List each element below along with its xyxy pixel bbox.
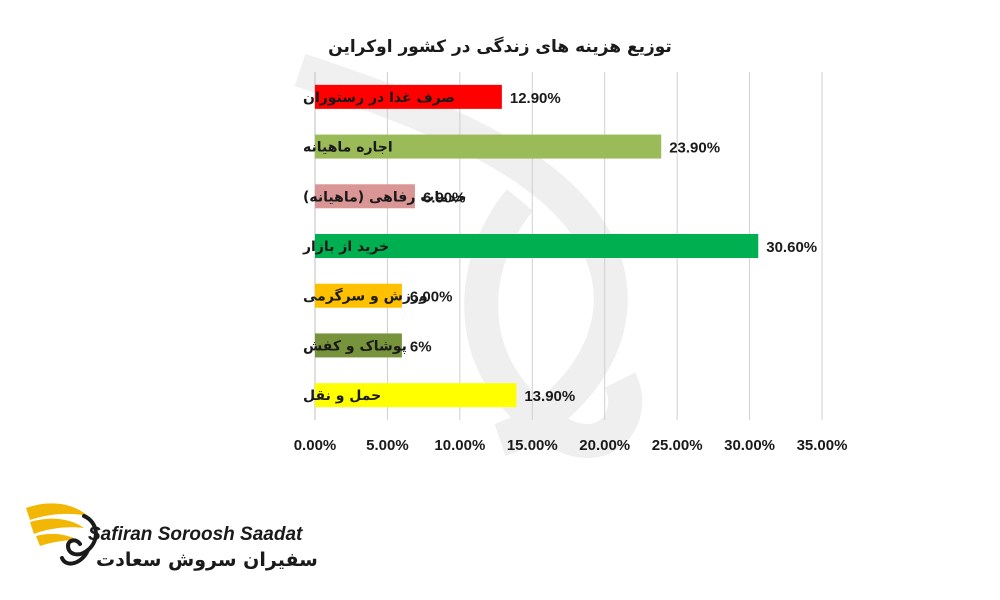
category-label: ورزش و سرگرمی (303, 288, 428, 305)
category-label: خدمات رفاهی (ماهیانه) (303, 189, 466, 205)
bar (315, 383, 517, 408)
x-tick-label: 10.00% (434, 437, 485, 454)
bar (315, 283, 402, 308)
data-label: 30.60% (766, 239, 817, 256)
data-label: 12.90% (510, 90, 561, 107)
brand-name-en: Safiran Soroosh Saadat (88, 524, 303, 545)
bar (315, 134, 662, 159)
category-label: حمل و نقل (303, 388, 381, 404)
x-tick-labels: 0.00% 5.00% 10.00% 15.00% 20.00% 25.00% 30.00%… (294, 437, 848, 454)
bars (315, 84, 759, 408)
category-labels: صرف غذا در رستوران اجاره ماهیانه خدمات رفا… (302, 90, 466, 404)
x-tick-label: 15.00% (507, 437, 558, 454)
category-label: پوشاک و کفش (303, 338, 407, 354)
brand-name-fa: سفیران سروش سعادت (96, 549, 318, 571)
x-tick-label: 5.00% (366, 437, 409, 454)
bar (315, 184, 415, 209)
category-label: خرید از بازار (302, 239, 389, 255)
chart-title: توزیع هزینه های زندگی در کشور اوکراین (328, 36, 672, 57)
data-label: 13.90% (524, 388, 575, 405)
x-tick-label: 20.00% (579, 437, 630, 454)
x-tick-label: 25.00% (652, 437, 703, 454)
brand-logo: Safiran Soroosh Saadat سفیران سروش سعادت (22, 494, 318, 584)
x-tick-label: 30.00% (724, 437, 775, 454)
x-tick-label: 35.00% (797, 437, 848, 454)
x-tick-label: 0.00% (294, 437, 337, 454)
bar (315, 84, 502, 109)
data-label: 6.90% (423, 189, 466, 206)
data-labels: 12.90% 23.90% 6.90% 30.60% 6.00% 6% 13.90% (410, 90, 817, 405)
bar (315, 234, 759, 258)
swan-wings-logo-icon (26, 503, 98, 566)
category-label: اجاره ماهیانه (303, 140, 393, 156)
data-label: 6% (410, 338, 432, 355)
category-label: صرف غذا در رستوران (303, 90, 455, 106)
data-label: 23.90% (669, 140, 720, 157)
bar (315, 333, 402, 358)
data-label: 6.00% (410, 289, 453, 306)
